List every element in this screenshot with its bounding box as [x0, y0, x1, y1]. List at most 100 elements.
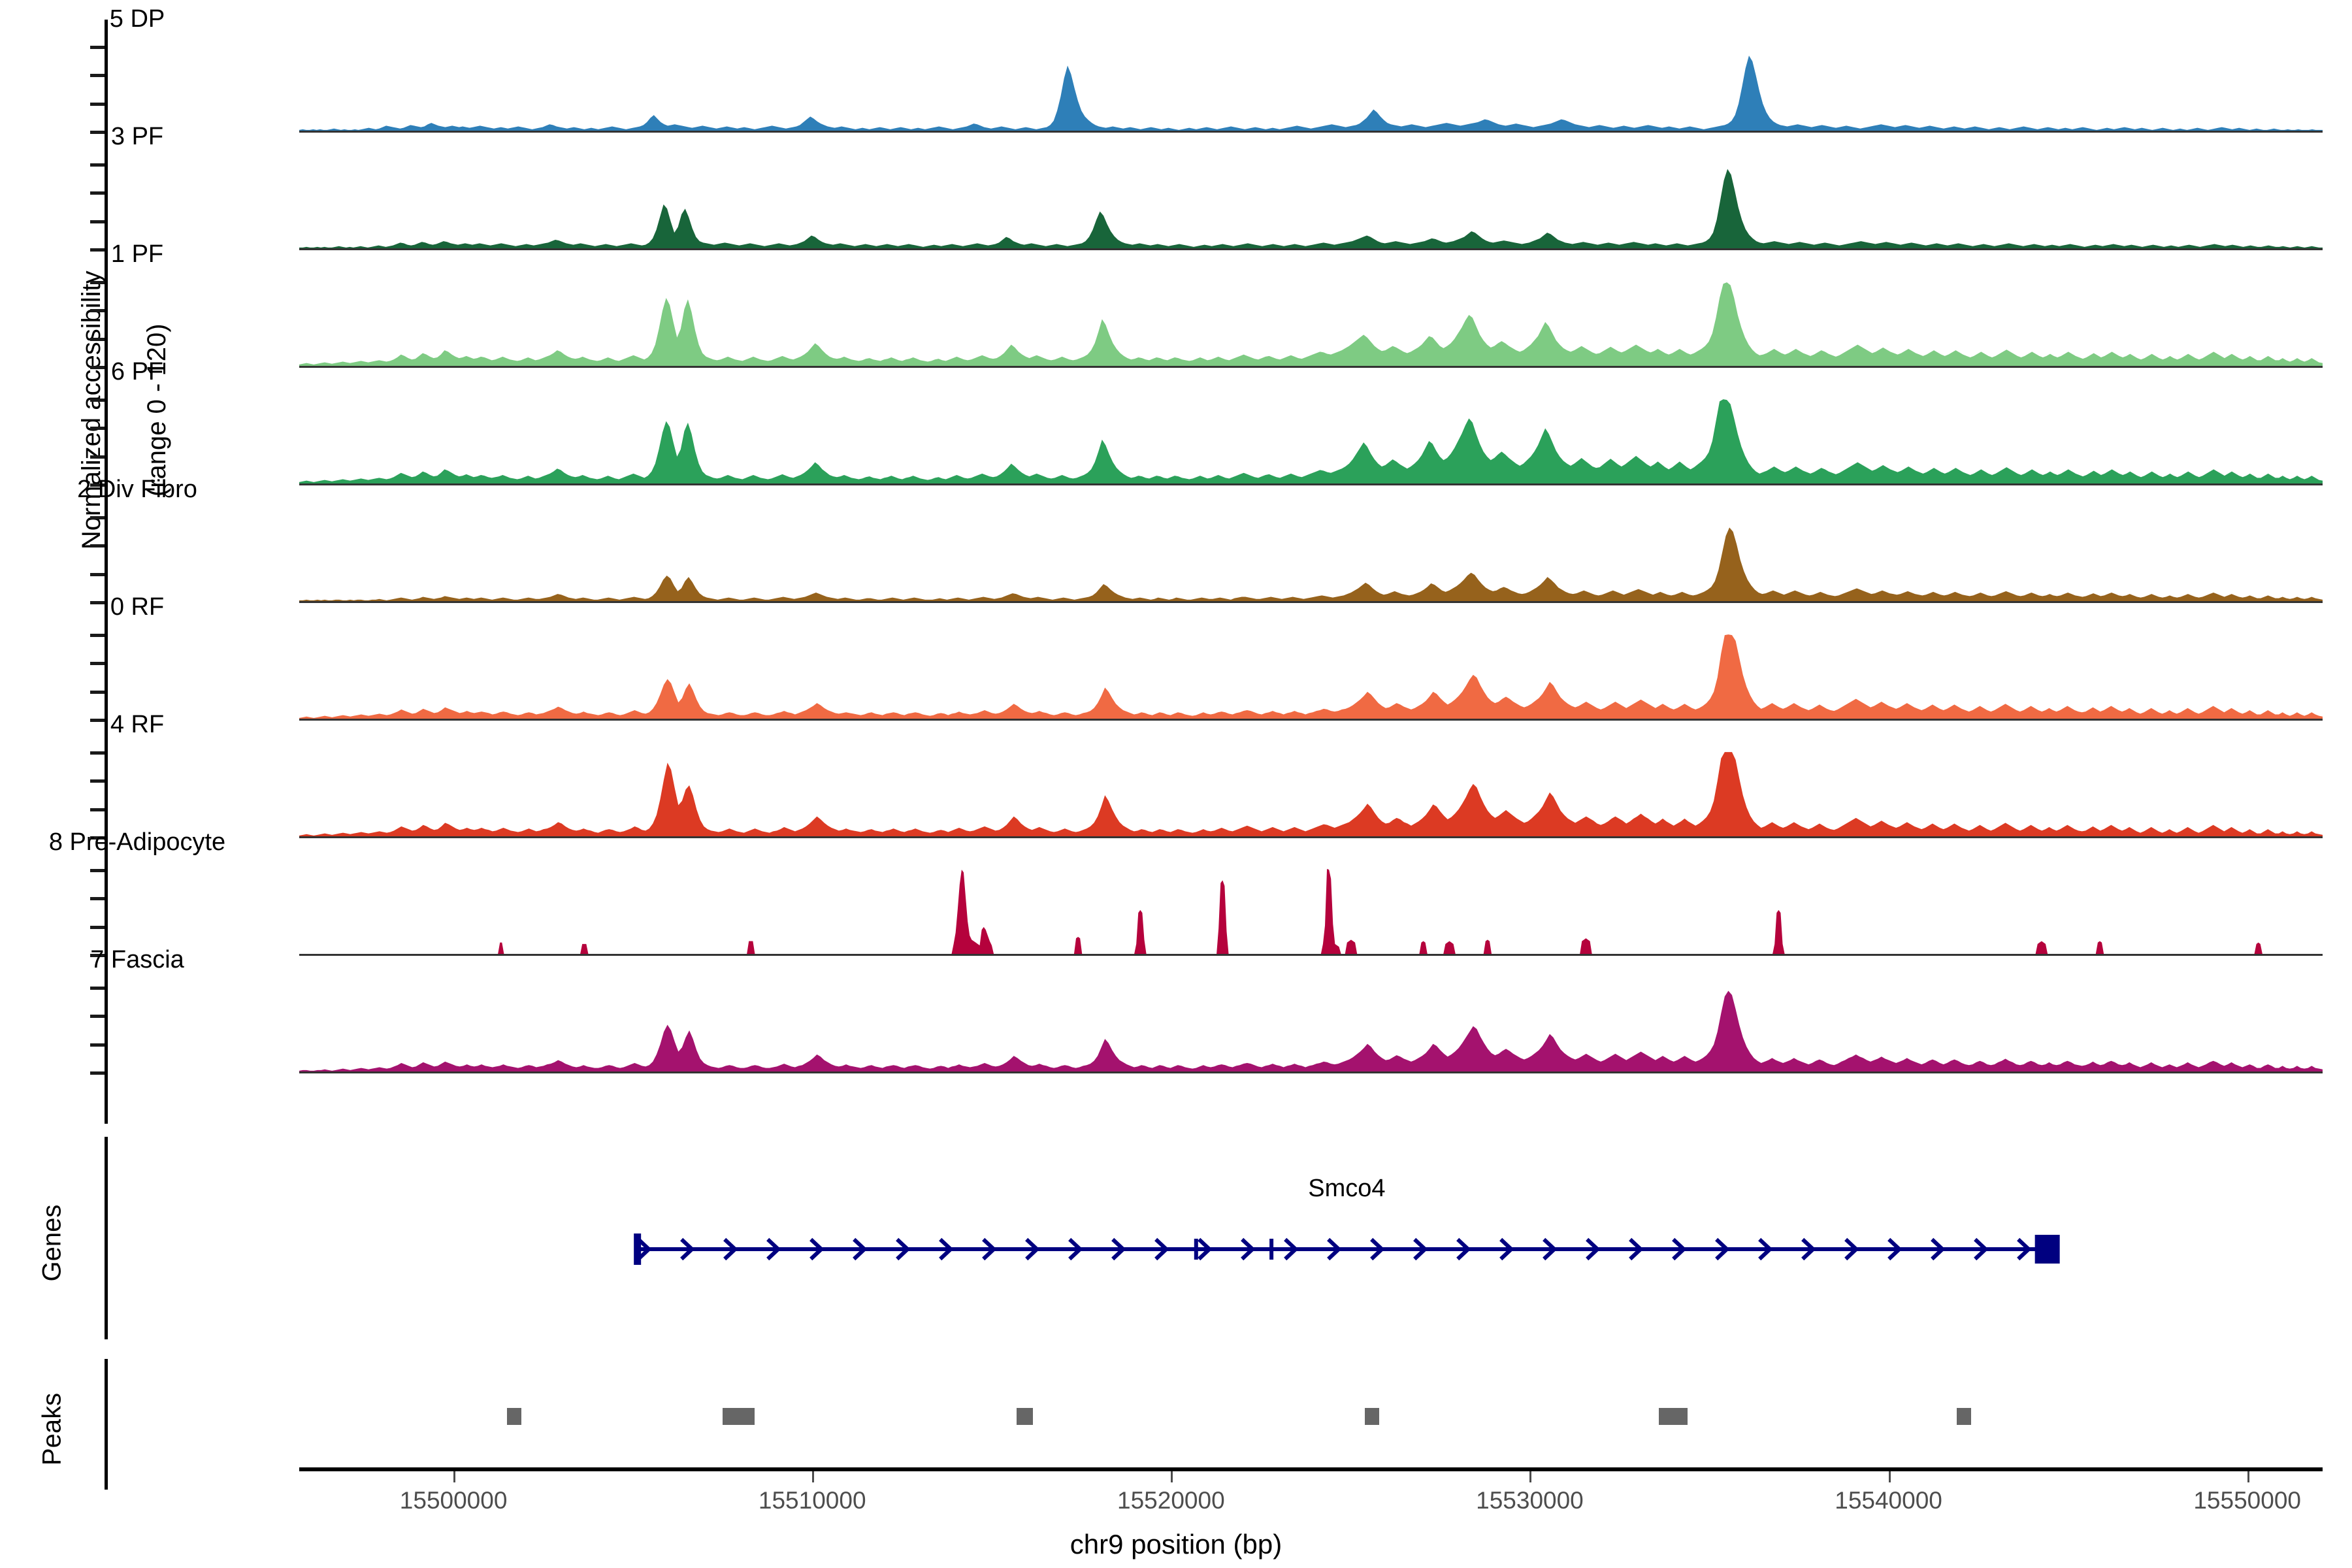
y-axis-tick [90, 309, 105, 313]
signal-track [299, 281, 2323, 368]
y-axis-tick [90, 1043, 105, 1047]
y-axis-title-line1: Normalized accessibility [77, 270, 106, 550]
peaks-panel: Peaks [0, 1359, 2352, 1490]
track-name-label: 2 Div Fibro [77, 476, 197, 503]
y-axis-tick [90, 954, 105, 957]
signal-track [299, 163, 2323, 250]
y-axis-tick [90, 455, 105, 459]
track-name-label: 1 PF [110, 240, 164, 268]
signal-area [299, 282, 2323, 366]
x-axis-tick-label: 15510000 [758, 1487, 866, 1514]
y-axis-tick [90, 337, 105, 341]
track-name-label: 3 PF [110, 123, 164, 150]
track-baseline [299, 1071, 2323, 1073]
track-baseline [299, 131, 2323, 133]
x-axis-tick [1888, 1471, 1891, 1482]
y-axis-tick [90, 366, 105, 369]
track-name-label: 0 RF [110, 593, 165, 621]
genes-axis-spine [105, 1137, 108, 1339]
signal-track [299, 869, 2323, 956]
signal-area [299, 169, 2323, 248]
y-axis-tick [90, 779, 105, 783]
signal-area [299, 869, 2323, 954]
peak-block[interactable] [507, 1408, 522, 1425]
track-baseline [299, 601, 2323, 603]
track-name-label: 8 Pre-Adipocyte [48, 828, 226, 856]
y-axis-tick [90, 544, 105, 548]
signal-track [299, 987, 2323, 1073]
signal-area [299, 752, 2323, 836]
y-axis-tick [90, 897, 105, 901]
y-axis-tick [90, 601, 105, 604]
y-axis-tick [90, 987, 105, 990]
peaks-panel-label: Peaks [37, 1392, 67, 1466]
genes-panel: Genes Smco4 [0, 1137, 2352, 1339]
signal-track [299, 634, 2323, 721]
peak-block[interactable] [1364, 1408, 1379, 1425]
y-axis-tick [90, 102, 105, 106]
x-axis-tick [812, 1471, 815, 1482]
signal-track [299, 399, 2323, 485]
x-axis-tick [1529, 1471, 1532, 1482]
y-axis-tick [90, 751, 105, 755]
track-baseline [299, 248, 2323, 250]
y-axis-tick [90, 248, 105, 252]
y-axis-tick [90, 220, 105, 223]
track-name-label: 6 PF [110, 358, 164, 385]
signal-area [299, 990, 2323, 1071]
track-baseline [299, 719, 2323, 721]
signal-track [299, 516, 2323, 603]
y-axis-tick [90, 74, 105, 78]
accessibility-axis-spine [105, 20, 108, 1124]
y-axis-tick [90, 925, 105, 929]
signal-area [299, 399, 2323, 483]
track-name-label: 4 RF [110, 711, 165, 738]
signal-track [299, 46, 2323, 133]
y-axis-tick [90, 163, 105, 167]
x-axis-tick [1171, 1471, 1173, 1482]
track-baseline [299, 366, 2323, 368]
signal-track [299, 751, 2323, 838]
x-axis-line [299, 1467, 2323, 1471]
y-axis-tick [90, 281, 105, 284]
track-baseline [299, 483, 2323, 485]
y-axis-tick [90, 427, 105, 431]
gene-model[interactable] [0, 1137, 2352, 1339]
y-axis-tick [90, 572, 105, 576]
y-axis-tick [90, 836, 105, 840]
x-axis-tick [2247, 1471, 2249, 1482]
y-axis-tick [90, 191, 105, 195]
x-axis-tick-label: 15530000 [1476, 1487, 1584, 1514]
y-axis-tick [90, 634, 105, 637]
x-axis-tick-label: 15500000 [399, 1487, 508, 1514]
track-name-label: 5 DP [109, 5, 165, 33]
signal-area [299, 527, 2323, 601]
peaks-axis-spine [105, 1359, 108, 1490]
peak-block[interactable] [722, 1408, 755, 1425]
x-axis-tick-label: 15540000 [1835, 1487, 1942, 1514]
y-axis-tick [90, 399, 105, 402]
track-baseline [299, 836, 2323, 838]
y-axis-tick [90, 1015, 105, 1019]
y-axis-tick [90, 46, 105, 49]
y-axis-title-line2: (range 0 - 120) [142, 323, 171, 497]
y-axis-tick [90, 719, 105, 722]
x-axis-tick-label: 15550000 [2193, 1487, 2301, 1514]
y-axis-tick [90, 131, 105, 134]
x-axis-title: chr9 position (bp) [1070, 1529, 1282, 1560]
y-axis-tick [90, 1071, 105, 1075]
peak-block[interactable] [1017, 1408, 1033, 1425]
peak-block[interactable] [1659, 1408, 1688, 1425]
track-baseline [299, 954, 2323, 956]
y-axis-tick [90, 690, 105, 694]
signal-area [299, 634, 2323, 719]
x-axis-tick-label: 15520000 [1117, 1487, 1225, 1514]
y-axis-tick [90, 662, 105, 666]
y-axis-tick [90, 808, 105, 811]
peak-block[interactable] [1956, 1408, 1971, 1425]
signal-area [299, 56, 2323, 131]
gene-name-label: Smco4 [1308, 1175, 1386, 1202]
y-axis-tick [90, 869, 105, 872]
y-axis-tick [90, 483, 105, 487]
y-axis-tick [90, 516, 105, 519]
